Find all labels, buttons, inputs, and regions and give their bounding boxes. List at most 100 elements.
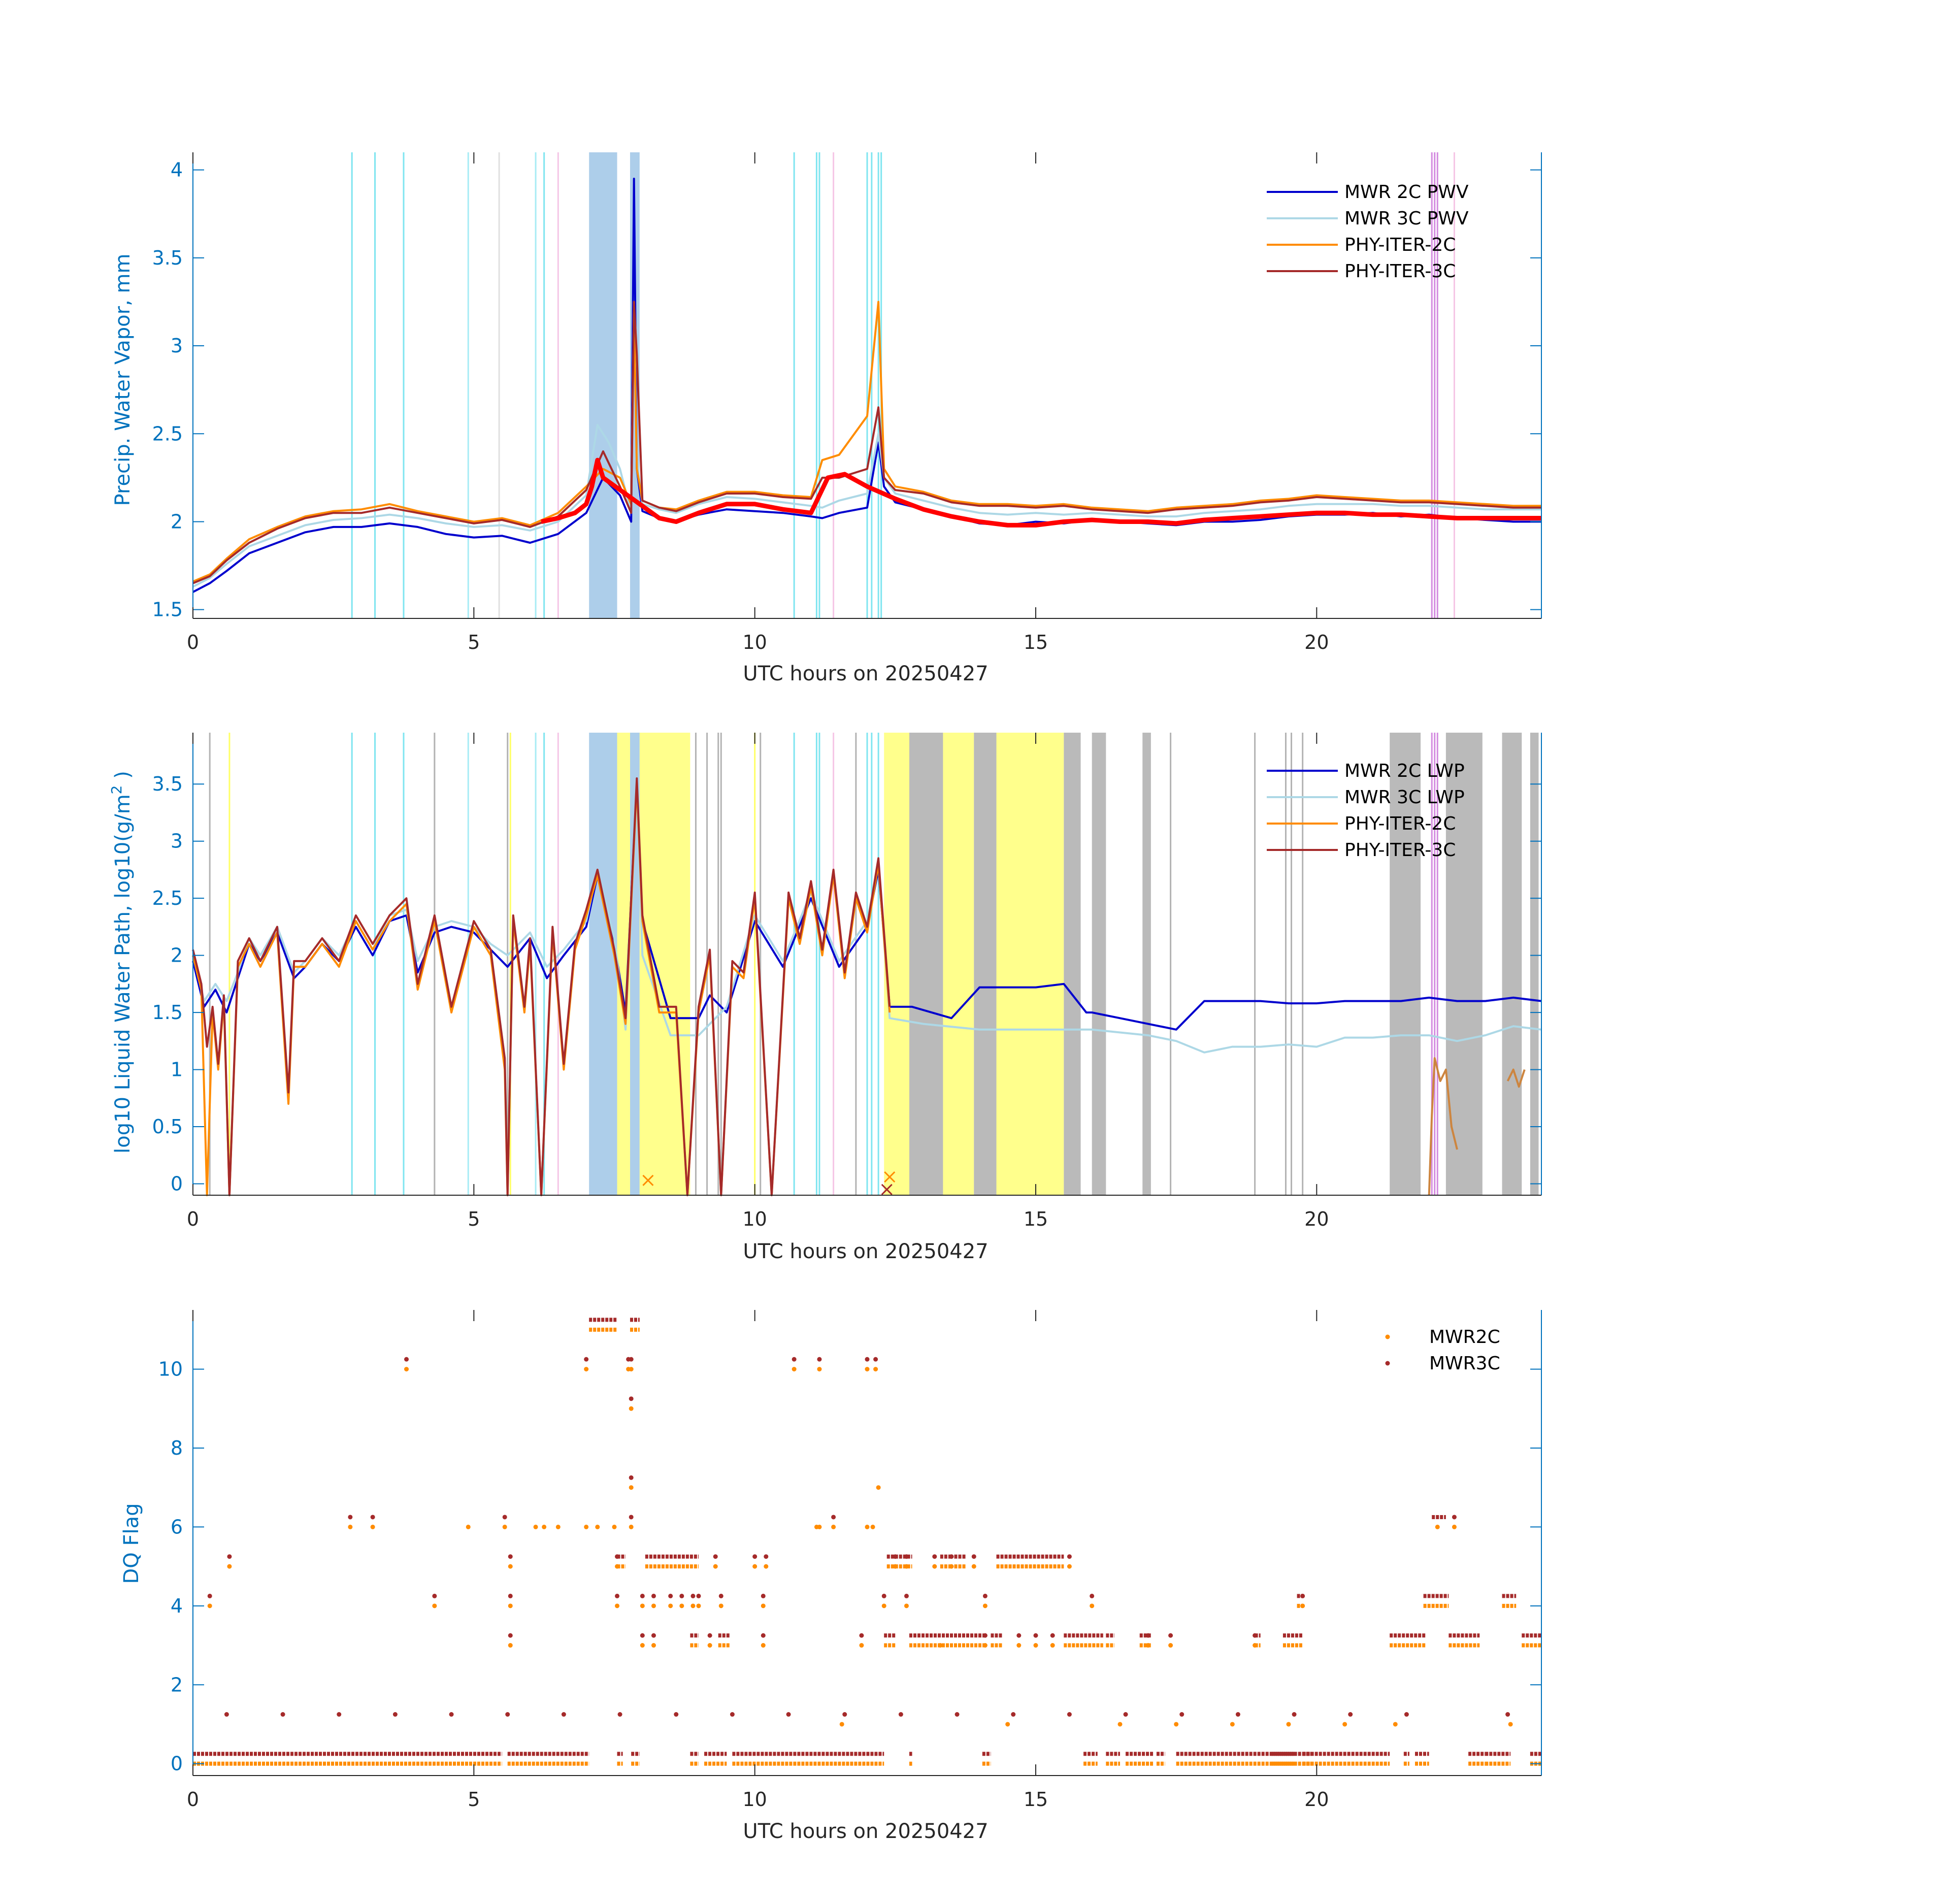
dq-flag-point: [1348, 1712, 1353, 1717]
dq-flag-point: [949, 1564, 954, 1569]
dq-flag-point: [696, 1603, 701, 1608]
dq-flag-point: [893, 1554, 898, 1559]
lwp-ytick-label: 2: [171, 944, 183, 967]
dq-flag-point: [224, 1712, 229, 1717]
dq-legend-label-0: MWR2C: [1429, 1327, 1500, 1348]
dq-flag-point: [370, 1515, 375, 1520]
dq-flag-point: [873, 1357, 878, 1362]
dq-flag-point: [629, 1485, 634, 1490]
dq-flag-point: [629, 1475, 634, 1480]
dq-flag-point: [561, 1712, 566, 1717]
dq-flag-point: [1168, 1633, 1173, 1638]
dq-flag-point: [584, 1357, 589, 1362]
dq-flag-point: [227, 1554, 232, 1559]
dq-flag-point: [1292, 1712, 1297, 1717]
dq-flag-point: [651, 1603, 656, 1608]
lwp-ytick-label: 2.5: [152, 887, 183, 909]
pwv-ytick-label: 3: [171, 335, 183, 357]
dq-flag-point: [690, 1593, 696, 1598]
lwp-shaded-band: [1142, 733, 1151, 1195]
dq-xtick-label: 10: [742, 1788, 767, 1811]
lwp-ytick-label: 1: [171, 1059, 183, 1081]
dq-flag-point: [876, 1485, 881, 1490]
dq-flag-point: [707, 1643, 712, 1648]
dq-flag-point: [859, 1643, 864, 1648]
dq-series-group: [193, 1318, 1541, 1766]
dq-flag-point: [1435, 1524, 1440, 1529]
dq-flag-point: [817, 1367, 822, 1372]
lwp-shaded-band: [1064, 733, 1081, 1195]
lwp-ytick-label: 3.5: [152, 773, 183, 795]
dq-flag-point: [1230, 1722, 1235, 1727]
dq-flag-point: [1253, 1633, 1258, 1638]
dq-flag-point: [865, 1524, 870, 1529]
pwv-axes: 1.5 2 2.5 3 3.5 4 0 5 10 15 20: [152, 152, 1542, 653]
dq-flag-point: [792, 1357, 797, 1362]
lwp-xtick-label: 0: [187, 1208, 199, 1230]
dq-flag-point: [508, 1554, 513, 1559]
dq-flag-point: [370, 1524, 375, 1529]
dq-flag-point: [404, 1357, 409, 1362]
dq-flag-point: [227, 1564, 232, 1569]
dq-flag-point: [449, 1712, 454, 1717]
dq-flag-point: [786, 1712, 791, 1717]
dq-flag-point: [348, 1515, 353, 1520]
dq-flag-point: [831, 1515, 836, 1520]
dq-flag-point: [502, 1515, 507, 1520]
dq-flag-point: [617, 1712, 622, 1717]
dq-flag-point: [629, 1396, 634, 1401]
lwp-series-line-5: [1506, 1068, 1526, 1088]
dq-flag-point: [1067, 1564, 1072, 1569]
dq-ylabel: DQ Flag: [120, 1503, 143, 1584]
lwp-shaded-bands: [209, 733, 1539, 1195]
pwv-ytick-label: 3.5: [152, 247, 183, 269]
dq-flag-point: [1300, 1593, 1305, 1598]
lwp-shaded-band: [943, 733, 974, 1195]
dq-flag-point: [761, 1593, 766, 1598]
dq-flag-point: [508, 1643, 513, 1648]
dq-series-1: [193, 1318, 1541, 1756]
lwp-shaded-band: [1530, 733, 1539, 1195]
pwv-ytick-label: 4: [171, 159, 183, 181]
dq-flag-point: [207, 1603, 212, 1608]
dq-flag-point: [764, 1554, 769, 1559]
lwp-shaded-band: [1092, 733, 1106, 1195]
lwp-markers-group: [642, 1171, 896, 1195]
pwv-panel: 1.5 2 2.5 3 3.5 4 0 5 10 15 20 Precip. Water Vapor…: [111, 152, 1542, 685]
pwv-shaded-band: [589, 152, 617, 618]
dq-flag-point: [640, 1643, 645, 1648]
lwp-shaded-band: [996, 733, 1064, 1195]
pwv-xlabel: UTC hours on 20250427: [743, 662, 988, 685]
dq-ytick-label: 8: [171, 1437, 183, 1459]
dq-flag-point: [432, 1593, 437, 1598]
dq-flag-point: [674, 1712, 679, 1717]
dq-flag-point: [982, 1603, 988, 1608]
dq-flag-point: [629, 1367, 634, 1372]
lwp-ytick-label: 1.5: [152, 1001, 183, 1024]
pwv-xtick-label: 5: [468, 631, 480, 653]
dq-axes: 0 2 4 6 8 10 0 5 10 15 20: [158, 1310, 1542, 1811]
dq-flag-point: [584, 1367, 589, 1372]
dq-flag-point: [1452, 1524, 1457, 1529]
lwp-legend-label-0: MWR 2C LWP: [1344, 761, 1465, 781]
dq-flag-point: [870, 1524, 875, 1529]
dq-flag-point: [859, 1633, 864, 1638]
dq-flag-point: [1090, 1603, 1095, 1608]
lwp-ylabel-main: log10 Liquid Water Path, log10(g/m: [111, 794, 135, 1154]
pwv-legend-label-0: MWR 2C PWV: [1344, 182, 1469, 203]
dq-flag-point: [1033, 1633, 1038, 1638]
pwv-series-line-2: [192, 301, 1541, 583]
dq-flag-point: [1393, 1722, 1398, 1727]
dq-flag-point: [615, 1554, 620, 1559]
pwv-series-line-1: [192, 301, 1541, 588]
dq-flag-point: [1168, 1643, 1173, 1648]
dq-flag-point: [881, 1593, 886, 1598]
dq-flag-point: [1050, 1633, 1055, 1638]
dq-flag-point: [392, 1712, 398, 1717]
lwp-shaded-band: [1390, 733, 1421, 1195]
pwv-series-line-3: [192, 301, 1541, 584]
dq-flag-point: [713, 1554, 718, 1559]
dq-flag-point: [280, 1712, 285, 1717]
dq-flag-point: [337, 1712, 342, 1717]
dq-flag-point: [505, 1712, 510, 1717]
